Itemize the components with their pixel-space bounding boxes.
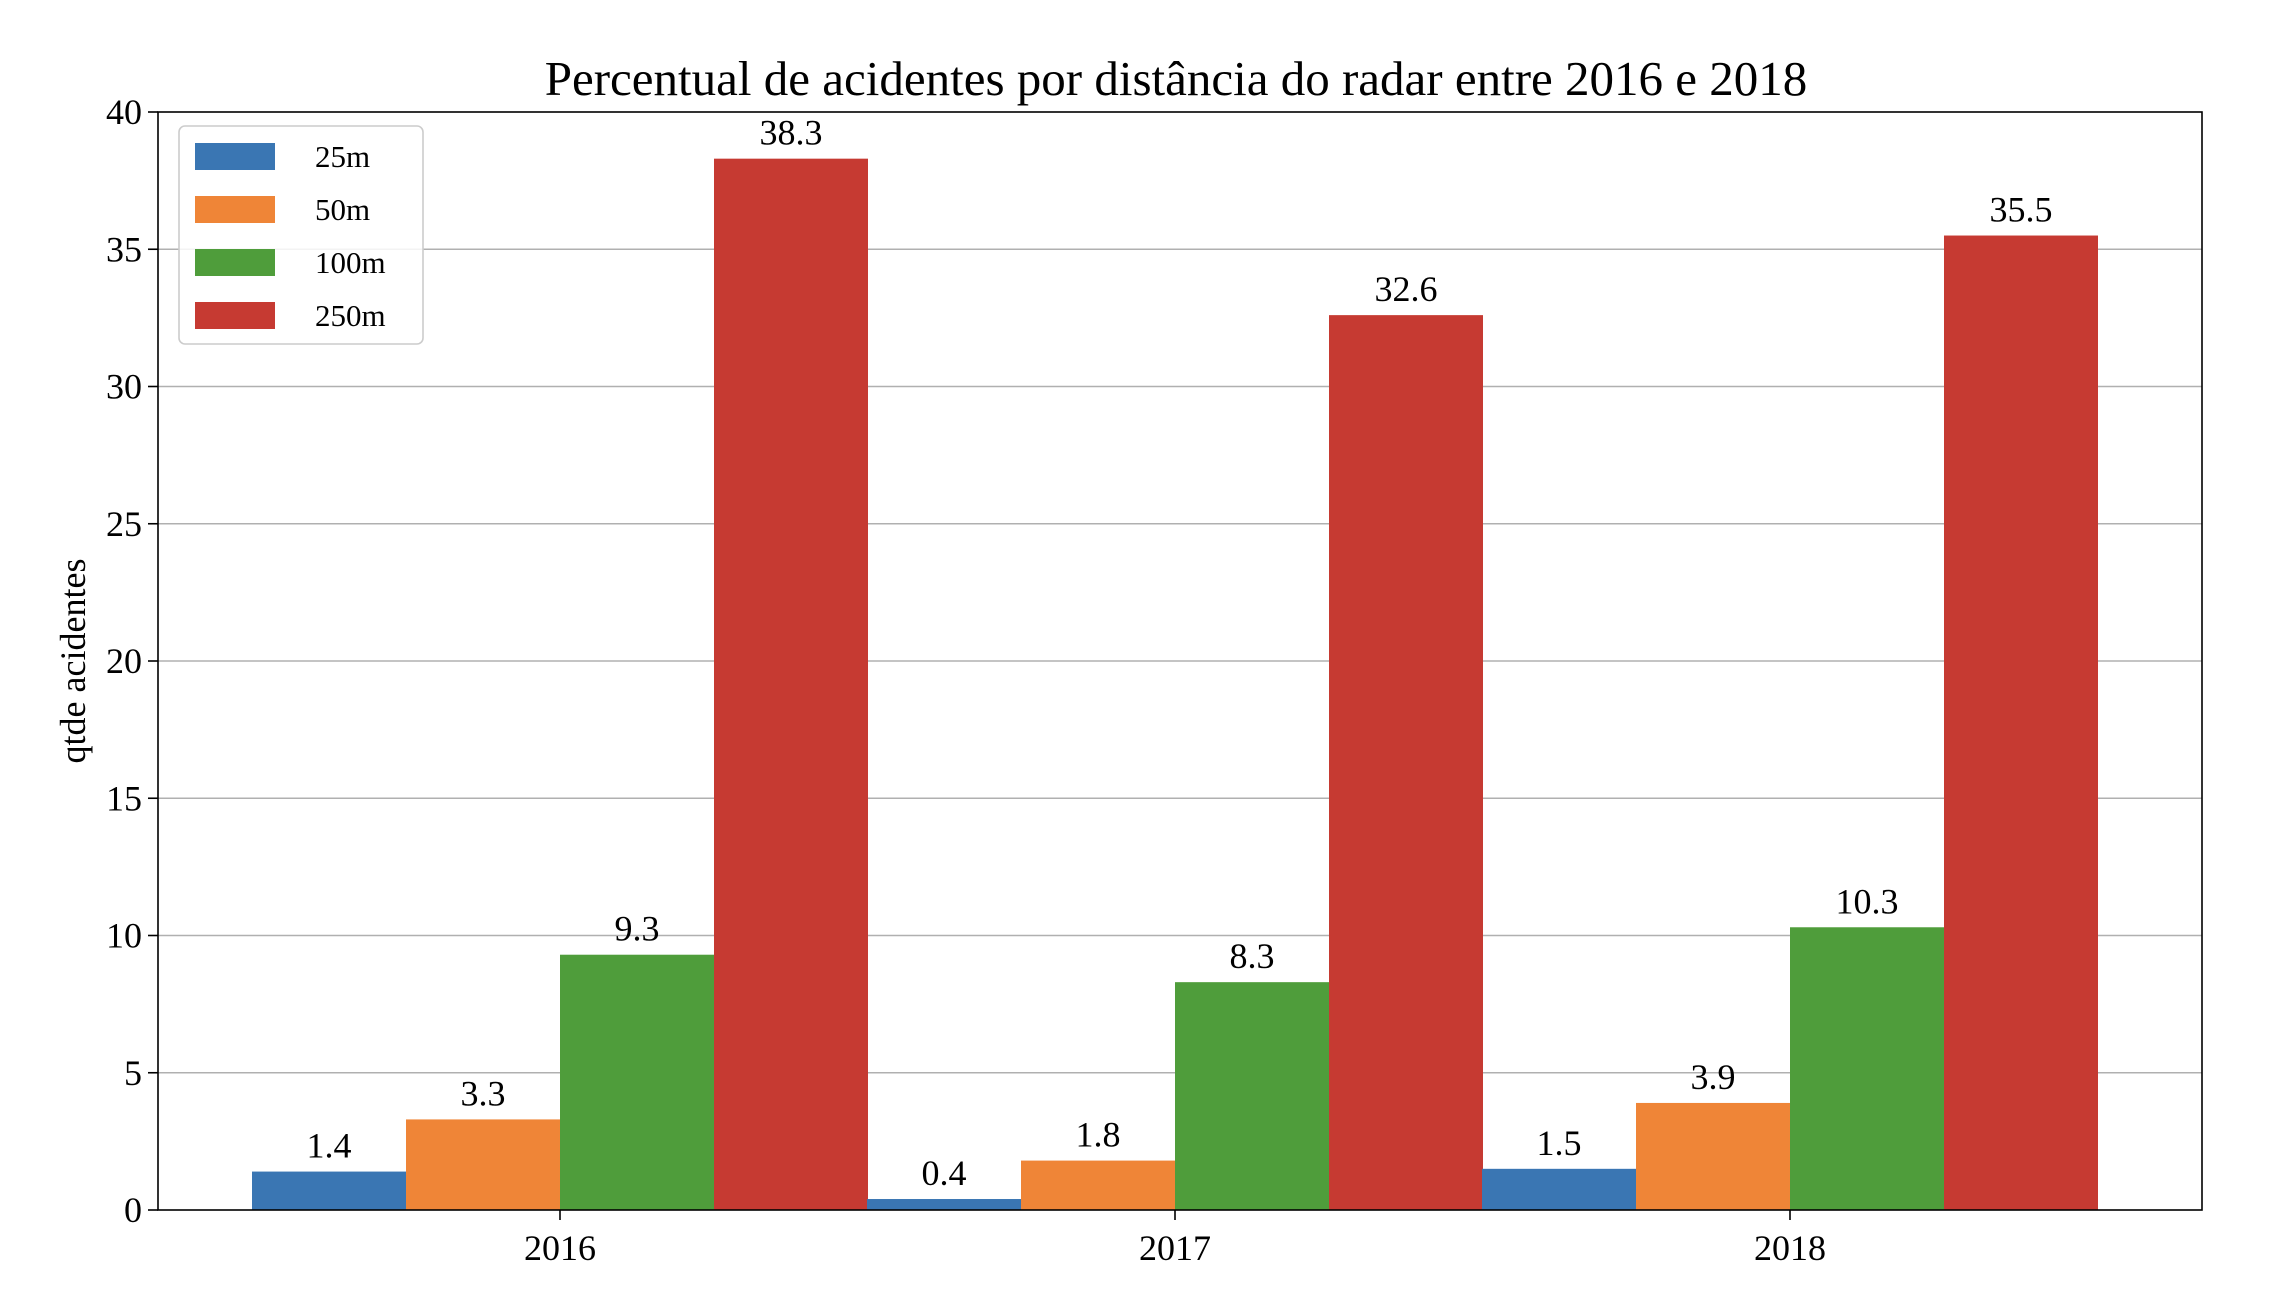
y-axis-label: qtde acidentes (53, 559, 93, 764)
y-tick-label: 25 (106, 504, 142, 544)
chart-title: Percentual de acidentes por distância do… (545, 51, 1808, 106)
y-tick-label: 5 (124, 1053, 142, 1093)
legend-label: 100m (315, 245, 386, 280)
data-label: 10.3 (1836, 881, 1899, 921)
y-tick-label: 0 (124, 1190, 142, 1230)
bar-25m-2016 (252, 1171, 406, 1210)
data-label: 3.9 (1691, 1057, 1736, 1097)
data-label: 1.4 (307, 1126, 352, 1166)
legend-swatch (195, 249, 275, 276)
data-label: 9.3 (615, 909, 660, 949)
bar-250m-2017 (1329, 315, 1483, 1210)
bars (252, 158, 2098, 1210)
bar-100m-2017 (1175, 982, 1329, 1210)
y-tick-label: 30 (106, 367, 142, 407)
data-label: 35.5 (1990, 190, 2053, 230)
legend-box (178, 125, 424, 345)
data-label: 1.5 (1537, 1123, 1582, 1163)
bar-50m-2017 (1021, 1160, 1175, 1210)
data-label: 8.3 (1230, 936, 1275, 976)
bar-25m-2017 (867, 1199, 1021, 1210)
gridlines (158, 248, 2202, 1074)
x-tick-label: 2016 (524, 1228, 596, 1268)
x-axis-ticks: 2016 2017 2018 (524, 1210, 1826, 1268)
y-axis-ticks: 0 5 10 15 20 25 30 35 40 (106, 92, 158, 1230)
legend-swatch (195, 196, 275, 223)
data-label: 38.3 (760, 113, 823, 153)
legend-swatch (195, 302, 275, 329)
data-label: 3.3 (461, 1073, 506, 1113)
data-label: 32.6 (1375, 269, 1438, 309)
legend: 25m 50m 100m 250m (178, 125, 424, 345)
bar-100m-2018 (1790, 927, 1944, 1210)
data-label: 0.4 (922, 1153, 967, 1193)
data-label: 1.8 (1076, 1115, 1121, 1155)
y-tick-label: 10 (106, 916, 142, 956)
y-tick-label: 20 (106, 641, 142, 681)
bar-250m-2016 (714, 158, 868, 1210)
x-tick-label: 2017 (1139, 1228, 1211, 1268)
bar-25m-2018 (1482, 1168, 1636, 1210)
legend-label: 50m (315, 192, 370, 227)
bar-50m-2018 (1636, 1102, 1790, 1210)
legend-label: 250m (315, 298, 386, 333)
bar-50m-2016 (406, 1119, 560, 1210)
legend-label: 25m (315, 139, 370, 174)
bar-250m-2018 (1944, 235, 2098, 1210)
data-labels: 1.4 3.3 9.3 38.3 0.4 1.8 8.3 32.6 1.5 3.9 10.3 35.5 (307, 113, 2053, 1193)
x-tick-label: 2018 (1754, 1228, 1826, 1268)
y-tick-label: 15 (106, 778, 142, 818)
legend-swatch (195, 143, 275, 170)
y-tick-label: 35 (106, 229, 142, 269)
y-tick-label: 40 (106, 92, 142, 132)
bar-100m-2016 (560, 954, 714, 1210)
